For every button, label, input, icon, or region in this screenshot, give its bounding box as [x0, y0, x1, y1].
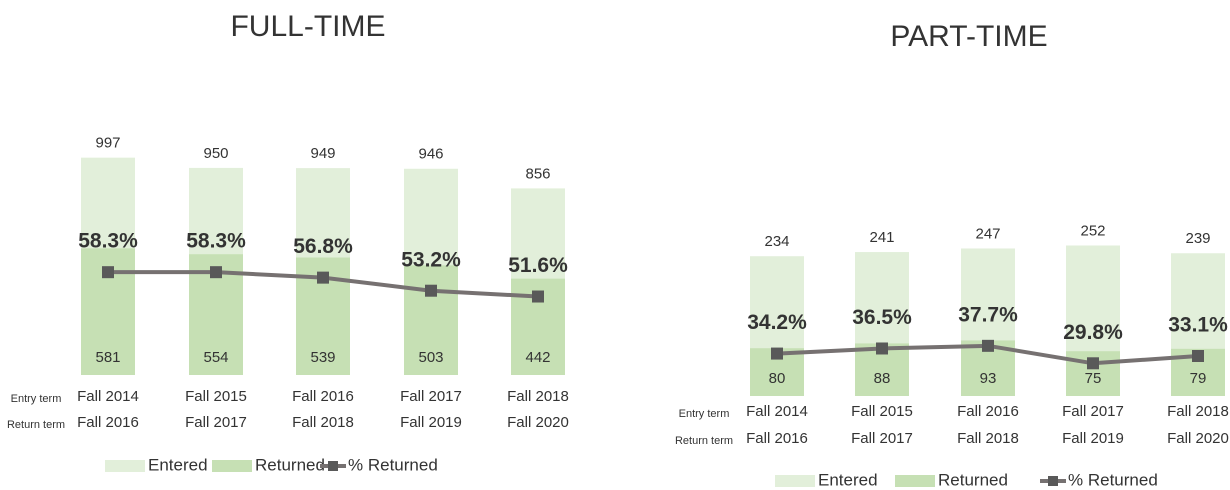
percent-label: 58.3% [186, 230, 246, 253]
entry-term: Fall 2017 [1062, 403, 1124, 420]
returned-label: 79 [1190, 370, 1207, 387]
entered-label: 234 [764, 233, 789, 250]
entry-term: Fall 2018 [1167, 403, 1229, 420]
percent-marker [102, 266, 114, 279]
legend-marker [1048, 476, 1058, 486]
legend-label: Returned [938, 470, 1008, 489]
percent-label: 53.2% [401, 248, 461, 271]
returned-label: 75 [1085, 370, 1102, 387]
entry-term: Fall 2018 [507, 388, 569, 405]
percent-marker [982, 339, 994, 352]
returned-label: 80 [769, 370, 786, 387]
entry-term: Fall 2015 [185, 388, 247, 405]
entered-label: 950 [203, 145, 228, 162]
percent-marker [876, 342, 888, 355]
entered-label: 949 [310, 145, 335, 162]
returned-label: 581 [95, 349, 120, 366]
legend-marker [328, 461, 338, 471]
entry-term: Fall 2014 [77, 388, 139, 405]
percent-marker [425, 284, 437, 297]
entered-label: 241 [869, 229, 894, 246]
return-term: Fall 2019 [400, 414, 462, 431]
entered-label: 997 [95, 135, 120, 152]
return-term: Fall 2018 [292, 414, 354, 431]
return-term: Fall 2019 [1062, 430, 1124, 447]
returned-label: 88 [874, 370, 891, 387]
percent-label: 36.5% [852, 306, 912, 329]
entry-term: Fall 2017 [400, 388, 462, 405]
legend-label: % Returned [348, 455, 438, 474]
entry-term: Fall 2016 [957, 403, 1019, 420]
percent-label: 29.8% [1063, 321, 1123, 344]
entered-label: 239 [1185, 230, 1210, 247]
entry-term: Fall 2015 [851, 403, 913, 420]
return-term: Fall 2020 [1167, 430, 1229, 447]
percent-marker [532, 290, 544, 303]
percent-marker [210, 266, 222, 279]
percent-label: 51.6% [508, 254, 568, 277]
legend-label: Entered [818, 470, 878, 489]
category-caption: Entry term [679, 408, 730, 420]
returned-bar [404, 265, 458, 375]
category2-caption: Return term [675, 435, 733, 447]
return-term: Fall 2016 [746, 430, 808, 447]
returned-label: 442 [525, 349, 550, 366]
legend-label: Entered [148, 455, 208, 474]
legend-swatch [105, 460, 145, 472]
legend-swatch [895, 475, 935, 487]
percent-marker [1087, 357, 1099, 370]
chart-title: FULL-TIME [230, 10, 385, 43]
chart-title: PART-TIME [890, 20, 1047, 53]
entered-label: 856 [525, 165, 550, 182]
returned-label: 503 [418, 349, 443, 366]
percent-marker [771, 347, 783, 360]
return-term: Fall 2018 [957, 430, 1019, 447]
entry-term: Fall 2016 [292, 388, 354, 405]
percent-label: 56.8% [293, 235, 353, 258]
percent-marker [1192, 349, 1204, 362]
percent-label: 33.1% [1168, 314, 1228, 337]
return-term: Fall 2016 [77, 414, 139, 431]
entered-label: 252 [1080, 222, 1105, 239]
entry-term: Fall 2014 [746, 403, 808, 420]
return-term: Fall 2017 [851, 430, 913, 447]
entered-label: 247 [975, 225, 1000, 242]
return-term: Fall 2017 [185, 414, 247, 431]
entered-label: 946 [418, 146, 443, 163]
percent-marker [317, 271, 329, 284]
legend-swatch [212, 460, 252, 472]
legend-label: Returned [255, 455, 325, 474]
legend-swatch [775, 475, 815, 487]
percent-label: 58.3% [78, 230, 138, 253]
category-caption: Entry term [11, 393, 62, 405]
legend-label: % Returned [1068, 470, 1158, 489]
percent-label: 34.2% [747, 311, 807, 334]
category2-caption: Return term [7, 419, 65, 431]
returned-label: 93 [980, 370, 997, 387]
percent-label: 37.7% [958, 303, 1018, 326]
returned-label: 539 [310, 349, 335, 366]
returned-label: 554 [203, 349, 228, 366]
return-term: Fall 2020 [507, 414, 569, 431]
